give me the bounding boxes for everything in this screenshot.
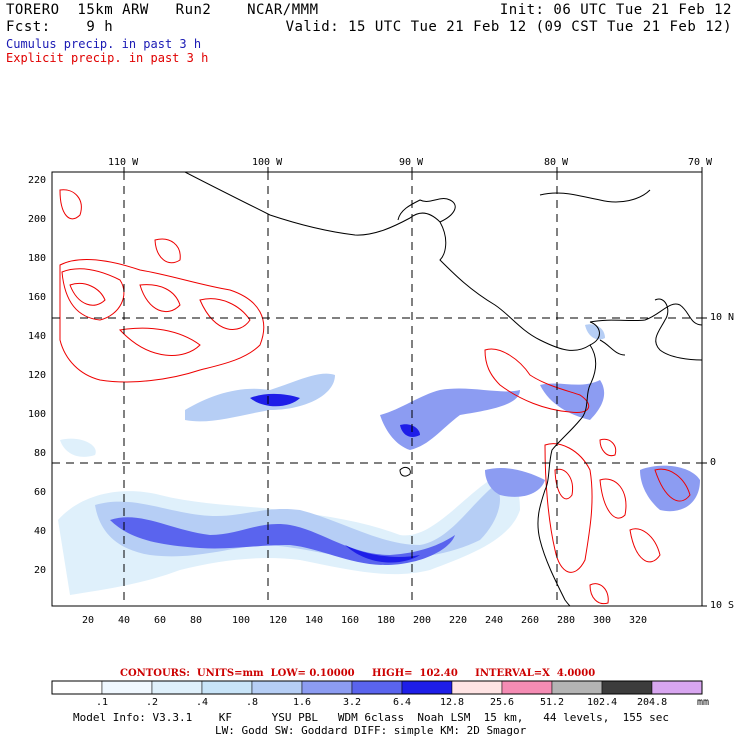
lat-label-10s: 10 S bbox=[710, 600, 735, 611]
colorbar-label: 25.6 bbox=[490, 697, 515, 708]
x-tick-140: 140 bbox=[305, 615, 324, 626]
colorbar-label: 51.2 bbox=[540, 697, 565, 708]
cumulus-precip-south-band-core bbox=[110, 517, 455, 565]
x-tick-20: 20 bbox=[82, 615, 95, 626]
x-tick-300: 300 bbox=[593, 615, 612, 626]
colorbar-swatch bbox=[601, 680, 653, 695]
y-tick-100: 100 bbox=[27, 409, 46, 420]
lon-label-110w: 110 W bbox=[108, 157, 139, 168]
x-tick-160: 160 bbox=[341, 615, 360, 626]
y-tick-20: 20 bbox=[33, 565, 46, 576]
y-tick-120: 120 bbox=[27, 370, 46, 381]
y-tick-180: 180 bbox=[27, 253, 46, 264]
y-tick-80: 80 bbox=[33, 448, 46, 459]
colorbar-label: 204.8 bbox=[637, 697, 668, 708]
colorbar-swatch bbox=[301, 680, 353, 695]
colorbar-label: 12.8 bbox=[440, 697, 465, 708]
init-time: Init: 06 UTC Tue 21 Feb 12 bbox=[499, 2, 732, 18]
cumulus-precip-west-band bbox=[60, 438, 96, 457]
lon-label-70w: 70 W bbox=[688, 157, 713, 168]
x-tick-220: 220 bbox=[449, 615, 468, 626]
x-tick-60: 60 bbox=[154, 615, 167, 626]
lon-label-100w: 100 W bbox=[252, 157, 283, 168]
colorbar-label: 102.4 bbox=[587, 697, 618, 708]
forecast-hour: Fcst: 9 h bbox=[6, 19, 114, 35]
cumulus-precip-caribbean bbox=[585, 324, 605, 340]
x-tick-80: 80 bbox=[190, 615, 203, 626]
colorbar-swatch bbox=[51, 680, 103, 695]
colorbar-swatch bbox=[151, 680, 203, 695]
physics-info: LW: Godd SW: Goddard DIFF: simple KM: 2D… bbox=[215, 724, 527, 737]
x-tick-180: 180 bbox=[377, 615, 396, 626]
colorbar-frame bbox=[51, 680, 703, 695]
colorbar-swatch bbox=[551, 680, 603, 695]
x-tick-260: 260 bbox=[521, 615, 540, 626]
y-tick-40: 40 bbox=[33, 526, 46, 537]
cumulus-precip-ecuador bbox=[485, 468, 545, 497]
x-tick-40: 40 bbox=[118, 615, 131, 626]
lon-label-90w: 90 W bbox=[399, 157, 424, 168]
colorbar-label: .8 bbox=[246, 697, 259, 708]
colorbar-label: .2 bbox=[146, 697, 159, 708]
colorbar-label: .4 bbox=[196, 697, 209, 708]
contours-info: CONTOURS: UNITS=mm LOW= 0.10000 HIGH= 10… bbox=[120, 668, 596, 679]
colorbar-units: mm bbox=[697, 697, 710, 708]
cumulus-precip-90w-core bbox=[400, 424, 420, 437]
colorbar-swatch bbox=[351, 680, 403, 695]
colorbar-swatch bbox=[201, 680, 253, 695]
colorbar-label: .1 bbox=[96, 697, 109, 708]
y-tick-220: 220 bbox=[27, 175, 46, 186]
cumulus-precip-south-core-dark bbox=[345, 545, 420, 563]
x-tick-320: 320 bbox=[629, 615, 648, 626]
colorbar-swatch bbox=[501, 680, 553, 695]
x-tick-240: 240 bbox=[485, 615, 504, 626]
cumulus-precip-mid-core bbox=[250, 393, 300, 407]
colorbar-label: 6.4 bbox=[393, 697, 412, 708]
lat-lon-grid bbox=[52, 172, 702, 606]
y-tick-200: 200 bbox=[27, 214, 46, 225]
axis-ticks bbox=[123, 167, 707, 607]
colorbar-swatch bbox=[651, 680, 703, 695]
model-info: Model Info: V3.3.1 KF YSU PBL WDM 6class… bbox=[73, 711, 670, 724]
x-tick-200: 200 bbox=[413, 615, 432, 626]
lat-label-0: 0 bbox=[710, 457, 717, 468]
colorbar-swatch bbox=[451, 680, 503, 695]
coastlines bbox=[184, 172, 702, 606]
x-tick-100: 100 bbox=[232, 615, 251, 626]
x-tick-120: 120 bbox=[269, 615, 288, 626]
colorbar-swatch bbox=[401, 680, 453, 695]
valid-time: Valid: 15 UTC Tue 21 Feb 12 (09 CST Tue … bbox=[285, 19, 732, 35]
explicit-precip-contours bbox=[59, 189, 691, 605]
colorbar-swatch bbox=[101, 680, 153, 695]
explicit-legend: Explicit precip. in past 3 h bbox=[6, 51, 209, 65]
x-tick-280: 280 bbox=[557, 615, 576, 626]
map-frame bbox=[51, 171, 703, 607]
model-title: TORERO 15km ARW Run2 NCAR/MMM bbox=[6, 2, 319, 18]
cumulus-legend: Cumulus precip. in past 3 h bbox=[6, 37, 202, 51]
y-tick-160: 160 bbox=[27, 292, 46, 303]
y-tick-60: 60 bbox=[33, 487, 46, 498]
colorbar-label: 1.6 bbox=[293, 697, 312, 708]
y-tick-140: 140 bbox=[27, 331, 46, 342]
colorbar-swatches bbox=[51, 680, 703, 695]
lat-label-10n: 10 N bbox=[710, 312, 735, 323]
colorbar-label: 3.2 bbox=[343, 697, 362, 708]
colorbar-swatch bbox=[251, 680, 303, 695]
lon-label-80w: 80 W bbox=[544, 157, 569, 168]
precip-fields bbox=[58, 189, 700, 605]
